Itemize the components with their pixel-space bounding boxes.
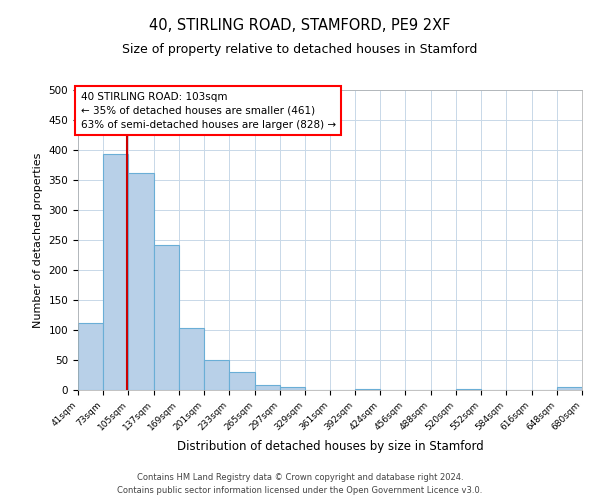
Bar xyxy=(179,328,204,390)
Bar xyxy=(103,154,128,390)
Bar xyxy=(154,246,179,390)
Bar xyxy=(78,324,103,390)
Bar xyxy=(280,387,305,390)
Y-axis label: Number of detached properties: Number of detached properties xyxy=(33,152,43,328)
Text: Contains HM Land Registry data © Crown copyright and database right 2024.: Contains HM Land Registry data © Crown c… xyxy=(137,472,463,482)
Bar xyxy=(229,372,254,390)
Bar xyxy=(254,385,280,390)
Bar xyxy=(355,389,380,390)
X-axis label: Distribution of detached houses by size in Stamford: Distribution of detached houses by size … xyxy=(176,440,484,453)
Text: Size of property relative to detached houses in Stamford: Size of property relative to detached ho… xyxy=(122,42,478,56)
Bar xyxy=(204,360,229,390)
Bar xyxy=(557,387,582,390)
Text: 40, STIRLING ROAD, STAMFORD, PE9 2XF: 40, STIRLING ROAD, STAMFORD, PE9 2XF xyxy=(149,18,451,32)
Text: 40 STIRLING ROAD: 103sqm
← 35% of detached houses are smaller (461)
63% of semi-: 40 STIRLING ROAD: 103sqm ← 35% of detach… xyxy=(80,92,335,130)
Text: Contains public sector information licensed under the Open Government Licence v3: Contains public sector information licen… xyxy=(118,486,482,495)
Bar xyxy=(128,174,154,390)
